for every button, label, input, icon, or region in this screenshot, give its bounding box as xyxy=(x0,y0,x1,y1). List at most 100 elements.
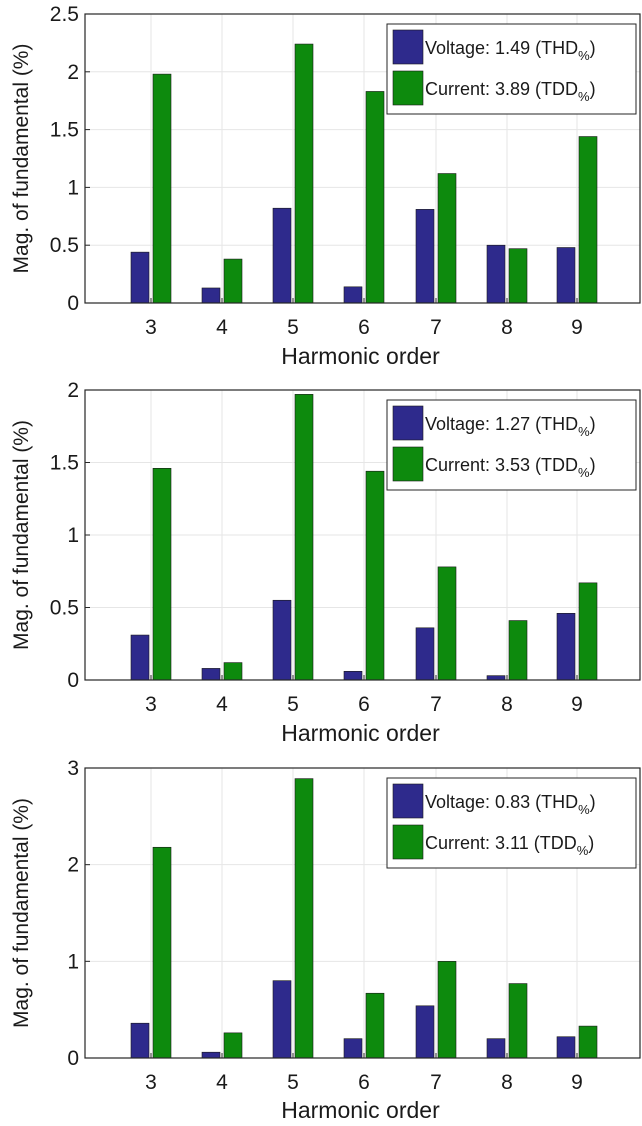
y-tick-label: 0.5 xyxy=(50,597,79,620)
x-tick-label: 9 xyxy=(571,693,583,716)
current-legend-swatch xyxy=(392,70,424,106)
axes-box xyxy=(84,13,641,304)
legend: Voltage: 1.49 (THD%)Current: 3.89 (TDD%) xyxy=(386,23,637,115)
x-tick-label: 4 xyxy=(216,1071,228,1094)
y-axis-label: Mag. of fundamental (%) xyxy=(10,44,33,274)
x-tick-label: 5 xyxy=(287,1071,299,1094)
x-tick-label: 3 xyxy=(145,693,157,716)
x-tick-label: 7 xyxy=(430,316,442,339)
y-tick-label: 0 xyxy=(67,669,79,692)
y-tick-label: 0 xyxy=(67,292,79,315)
y-tick-label: 2.5 xyxy=(50,3,79,26)
voltage-bar xyxy=(415,209,435,304)
voltage-bar xyxy=(556,247,576,304)
current-bar xyxy=(223,1032,243,1059)
voltage-bar xyxy=(272,599,292,681)
current-bar xyxy=(578,582,598,681)
x-tick-label: 3 xyxy=(145,316,157,339)
current-bar xyxy=(365,992,385,1059)
y-tick-label: 0.5 xyxy=(50,234,79,257)
x-tick-label: 8 xyxy=(501,316,513,339)
y-tick-label: 0 xyxy=(67,1047,79,1070)
voltage-bar xyxy=(130,251,150,304)
x-tick-label: 6 xyxy=(358,316,370,339)
y-tick-label: 1.5 xyxy=(50,452,79,475)
y-tick-label: 1 xyxy=(67,950,79,973)
current-legend-swatch xyxy=(392,824,424,860)
legend-box xyxy=(386,399,637,491)
voltage-legend-swatch xyxy=(392,783,424,819)
current-bar xyxy=(294,43,314,304)
y-tick-label: 1.5 xyxy=(50,119,79,142)
voltage-bar xyxy=(556,612,576,681)
x-axis-label: Harmonic order xyxy=(281,1097,440,1123)
current-bar xyxy=(294,394,314,681)
current-bar xyxy=(152,846,172,1059)
y-axis-label: Mag. of fundamental (%) xyxy=(10,798,33,1028)
voltage-bar xyxy=(486,1038,506,1059)
voltage-bar xyxy=(486,244,506,304)
x-tick-label: 6 xyxy=(358,693,370,716)
current-bar xyxy=(152,467,172,681)
current-bar xyxy=(152,73,172,304)
chart-panel-2: 0 0.5 1 1.5 2 3 4 5 6 7 8 9 Harmonic order Mag. of fu… xyxy=(10,379,641,746)
current-bar xyxy=(437,566,457,681)
voltage-bar xyxy=(272,207,292,304)
x-tick-label: 8 xyxy=(501,693,513,716)
current-bar xyxy=(365,91,385,304)
voltage-legend-swatch xyxy=(392,405,424,441)
y-tick-label: 1 xyxy=(67,176,79,199)
chart-panel-3: 0 1 2 3 3 4 5 6 7 8 9 Harmonic order Mag. of fundame… xyxy=(10,757,641,1123)
x-tick-label: 5 xyxy=(287,316,299,339)
current-bar xyxy=(437,961,457,1059)
x-tick-label: 3 xyxy=(145,1071,157,1094)
x-tick-label: 9 xyxy=(571,1071,583,1094)
x-tick-label: 7 xyxy=(430,693,442,716)
voltage-bar xyxy=(415,1005,435,1059)
x-tick-label: 6 xyxy=(358,1071,370,1094)
voltage-bar xyxy=(201,287,221,304)
x-tick-label: 4 xyxy=(216,316,228,339)
voltage-legend-swatch xyxy=(392,29,424,65)
current-bar xyxy=(508,248,528,304)
legend: Voltage: 1.27 (THD%)Current: 3.53 (TDD%) xyxy=(386,399,637,491)
current-bar xyxy=(294,778,314,1059)
current-bar xyxy=(508,983,528,1059)
x-tick-label: 5 xyxy=(287,693,299,716)
legend-box xyxy=(386,23,637,115)
y-tick-label: 2 xyxy=(67,854,79,877)
voltage-bar xyxy=(201,668,221,681)
voltage-bar xyxy=(486,675,506,681)
current-bar xyxy=(508,620,528,681)
voltage-bar xyxy=(343,670,363,681)
legend: Voltage: 0.83 (THD%)Current: 3.11 (TDD%) xyxy=(386,777,637,869)
voltage-bar xyxy=(130,1022,150,1059)
voltage-bar xyxy=(272,980,292,1059)
axes-box xyxy=(84,389,641,681)
current-bar xyxy=(578,1025,598,1059)
x-axis-label: Harmonic order xyxy=(281,720,440,746)
y-tick-label: 3 xyxy=(67,757,79,780)
voltage-bar xyxy=(201,1051,221,1059)
y-tick-label: 2 xyxy=(67,61,79,84)
x-tick-label: 4 xyxy=(216,693,228,716)
y-tick-label: 2 xyxy=(67,379,79,402)
y-axis-label: Mag. of fundamental (%) xyxy=(10,420,33,650)
voltage-bar xyxy=(415,627,435,681)
voltage-bar xyxy=(556,1036,576,1059)
x-axis-label: Harmonic order xyxy=(281,343,440,369)
chart-panel-1: 0 0.5 1 1.5 2 2.5 3 4 5 6 7 8 9 Harmonic order Mag. of… xyxy=(10,3,641,369)
voltage-bar xyxy=(343,286,363,304)
legend-box xyxy=(386,777,637,869)
current-bar xyxy=(437,173,457,304)
current-bar xyxy=(223,662,243,681)
x-tick-label: 7 xyxy=(430,1071,442,1094)
current-legend-swatch xyxy=(392,446,424,482)
y-tick-label: 1 xyxy=(67,524,79,547)
voltage-bar xyxy=(343,1038,363,1059)
x-tick-label: 8 xyxy=(501,1071,513,1094)
current-bar xyxy=(365,470,385,681)
x-tick-label: 9 xyxy=(571,316,583,339)
voltage-bar xyxy=(130,634,150,681)
